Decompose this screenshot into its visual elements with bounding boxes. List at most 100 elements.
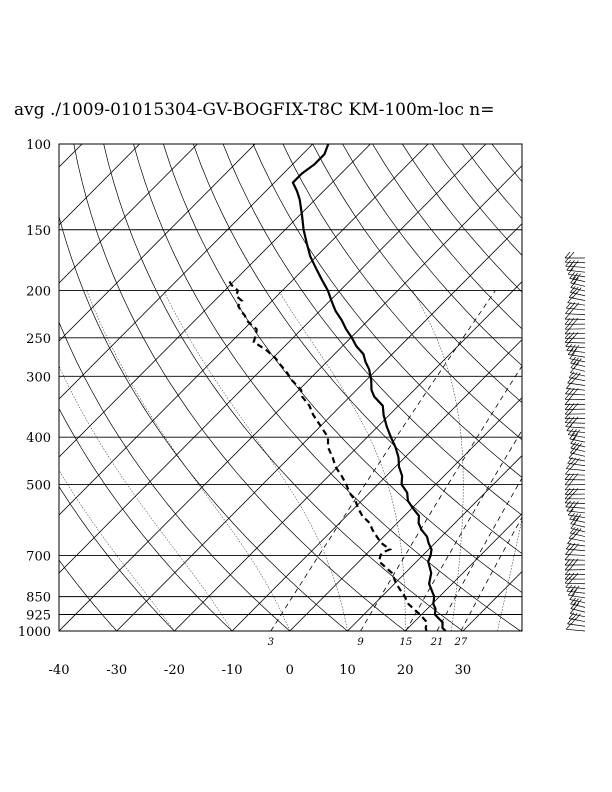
wind-barb: [570, 522, 586, 533]
wind-barb: [570, 286, 586, 297]
chart-profiles: [227, 144, 447, 631]
y-tick-label: 500: [26, 478, 51, 493]
x-tick-label: 30: [455, 663, 472, 678]
wind-barb: [565, 462, 586, 471]
moist-adiabat: [86, 290, 291, 631]
x-tick-label: -30: [106, 663, 127, 678]
dry-adiabat: [521, 144, 522, 145]
moist-adiabat: [59, 469, 175, 631]
wind-barb: [565, 500, 586, 509]
dry-adiabat: [103, 144, 464, 631]
dry-adiabat: [552, 144, 612, 641]
wind-barb: [567, 348, 586, 358]
wind-barb: [565, 340, 586, 349]
mixing-ratio-label: 21: [430, 637, 444, 648]
dry-adiabat: [59, 559, 118, 631]
dry-adiabat: [59, 630, 60, 631]
wind-barb: [564, 572, 586, 580]
y-tick-label: 200: [26, 285, 51, 300]
wind-barb: [564, 576, 586, 585]
dry-adiabat: [342, 144, 522, 367]
isotherm-line: [59, 144, 314, 400]
x-tick-label: 0: [286, 663, 294, 678]
dry-adiabat: [59, 485, 175, 631]
wind-barb: [569, 593, 586, 604]
mixing-ratio-label: 9: [357, 637, 364, 648]
isotherm-line: [59, 144, 371, 458]
wind-barb: [565, 259, 586, 268]
y-tick-label: 400: [26, 431, 51, 446]
wind-barb: [569, 272, 586, 282]
plot-frame: [58, 143, 523, 632]
wind-barb: [568, 612, 586, 622]
wind-barb: [566, 424, 586, 434]
isotherm-line: [116, 223, 522, 631]
wind-barb: [569, 432, 586, 443]
chart-title: avg ./1009-01015304-GV-BOGFIX-T8C KM-100…: [14, 100, 494, 120]
wind-barb: [567, 428, 586, 438]
mixing-ratio-label: 27: [454, 637, 468, 648]
temperature-profile: [291, 144, 447, 631]
wind-barb-column: [564, 251, 586, 632]
isotherm-line: [404, 513, 522, 631]
dry-adiabat: [282, 144, 522, 441]
y-tick-label: 300: [26, 370, 51, 385]
wind-barb: [564, 255, 586, 264]
wind-barb: [568, 451, 586, 462]
mixing-ratio-label: 15: [400, 637, 413, 648]
dry-adiabat: [372, 144, 522, 330]
mixing-ratio-line: [360, 365, 522, 631]
wind-barb: [566, 584, 586, 594]
wind-barb: [564, 412, 586, 419]
dewpoint-profile: [227, 279, 429, 631]
wind-barb: [570, 441, 586, 452]
wind-barb: [565, 420, 586, 429]
wind-barb: [570, 356, 586, 367]
isotherm-line: [231, 339, 522, 631]
x-tick-label: 20: [397, 663, 414, 678]
y-tick-label: 150: [26, 224, 51, 239]
y-tick-label: 250: [26, 332, 51, 347]
isotherm-line: [59, 144, 429, 516]
wind-barb: [570, 597, 586, 608]
wind-barb: [565, 580, 586, 589]
isotherm-line: [462, 571, 522, 631]
wind-barb: [570, 517, 586, 528]
moist-adiabat: [497, 517, 522, 631]
dry-adiabat: [461, 144, 522, 220]
wind-barb: [570, 437, 586, 448]
chart-grid: [59, 144, 612, 641]
wind-barb: [564, 251, 585, 259]
wind-barb: [570, 281, 586, 292]
wind-barb: [564, 332, 586, 339]
wind-barb: [567, 588, 586, 599]
wind-barb: [569, 352, 586, 363]
isotherm-line: [347, 455, 522, 631]
x-tick-label: 10: [339, 663, 356, 678]
mixing-ratio-line: [270, 290, 496, 631]
mixing-ratio-line: [436, 477, 522, 631]
dry-adiabat: [59, 321, 291, 631]
isotherm-line: [289, 397, 522, 631]
isotherm-line: [59, 144, 198, 284]
wind-barb: [566, 301, 586, 311]
wind-barb: [564, 492, 586, 500]
dry-adiabat: [133, 144, 522, 631]
wind-barb: [566, 344, 586, 353]
wind-barb: [566, 382, 586, 391]
y-tick-label: 1000: [18, 625, 51, 640]
wind-barb: [569, 526, 586, 537]
mixing-ratio-label: 3: [268, 637, 274, 648]
wind-barb: [567, 267, 586, 278]
y-tick-label: 850: [26, 591, 51, 606]
dry-adiabat: [59, 215, 349, 631]
wind-barb: [566, 263, 586, 273]
isotherm-line: [59, 144, 256, 342]
x-tick-label: -20: [164, 663, 185, 678]
moist-adiabat: [278, 290, 406, 631]
dry-adiabat: [252, 144, 522, 478]
dry-adiabat: [582, 144, 612, 641]
x-tick-label: -40: [49, 663, 70, 678]
wind-barb: [567, 508, 586, 519]
wind-barb: [570, 276, 586, 287]
